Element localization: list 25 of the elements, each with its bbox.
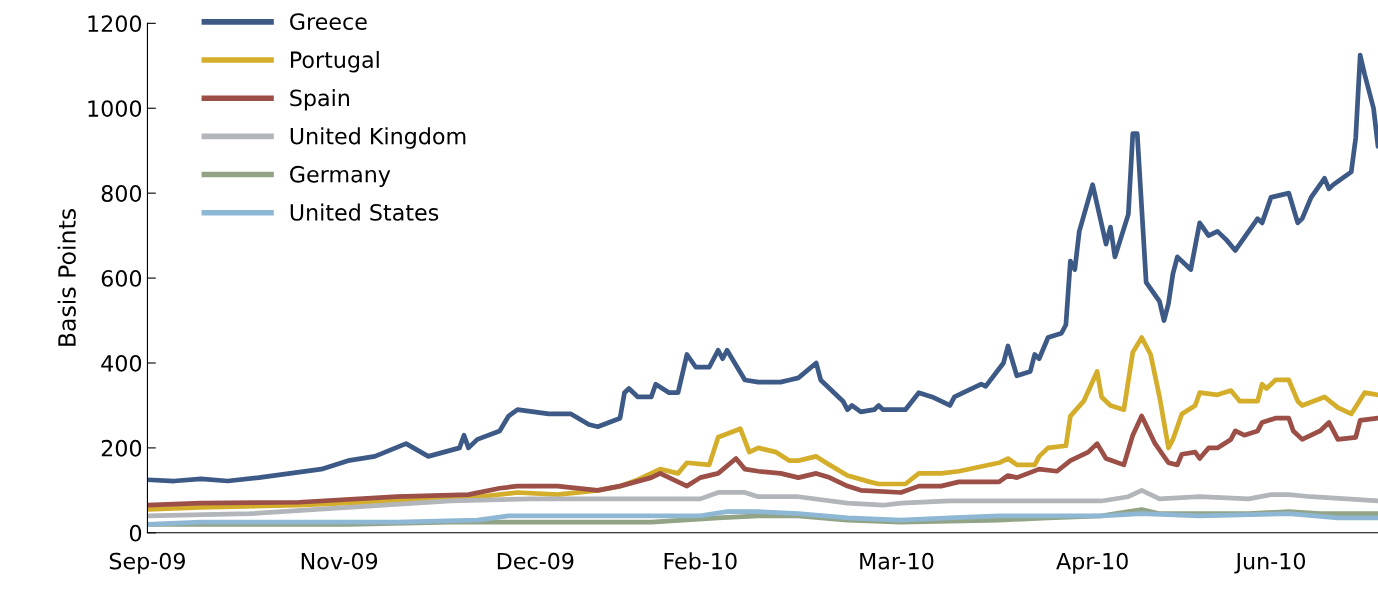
- x-tick-label: Apr-10: [1056, 552, 1128, 574]
- legend-label: Germany: [290, 165, 391, 187]
- x-tick-label: Jun-10: [1234, 552, 1306, 574]
- x-tick-label: Mar-10: [860, 552, 934, 570]
- legend-label: United Kingdom: [290, 127, 466, 149]
- legend-label: Portugal: [290, 50, 379, 73]
- x-tick-label: Feb-10: [664, 552, 737, 570]
- legend-label: Greece: [290, 13, 367, 30]
- y-tick-label: 600: [101, 270, 142, 287]
- y-tick-label: 1200: [88, 15, 142, 33]
- y-tick-label: 200: [101, 439, 142, 457]
- y-tick-label: 0: [129, 524, 142, 542]
- x-tick-label: Nov-09: [301, 552, 378, 570]
- y-axis-title: Basis Points: [57, 209, 76, 346]
- line-series: [147, 488, 1378, 519]
- line-series: [147, 335, 1378, 512]
- x-tick-label: Dec-09: [497, 552, 574, 570]
- line-series: [147, 413, 1378, 508]
- x-tick-label: Sep-09: [109, 552, 185, 574]
- y-tick-label: 800: [101, 185, 142, 202]
- y-tick-label: 1000: [88, 100, 142, 117]
- legend-label: Spain: [290, 89, 350, 111]
- legend-label: United States: [290, 203, 439, 221]
- line-series: [147, 52, 1378, 484]
- y-tick-label: 400: [101, 354, 142, 372]
